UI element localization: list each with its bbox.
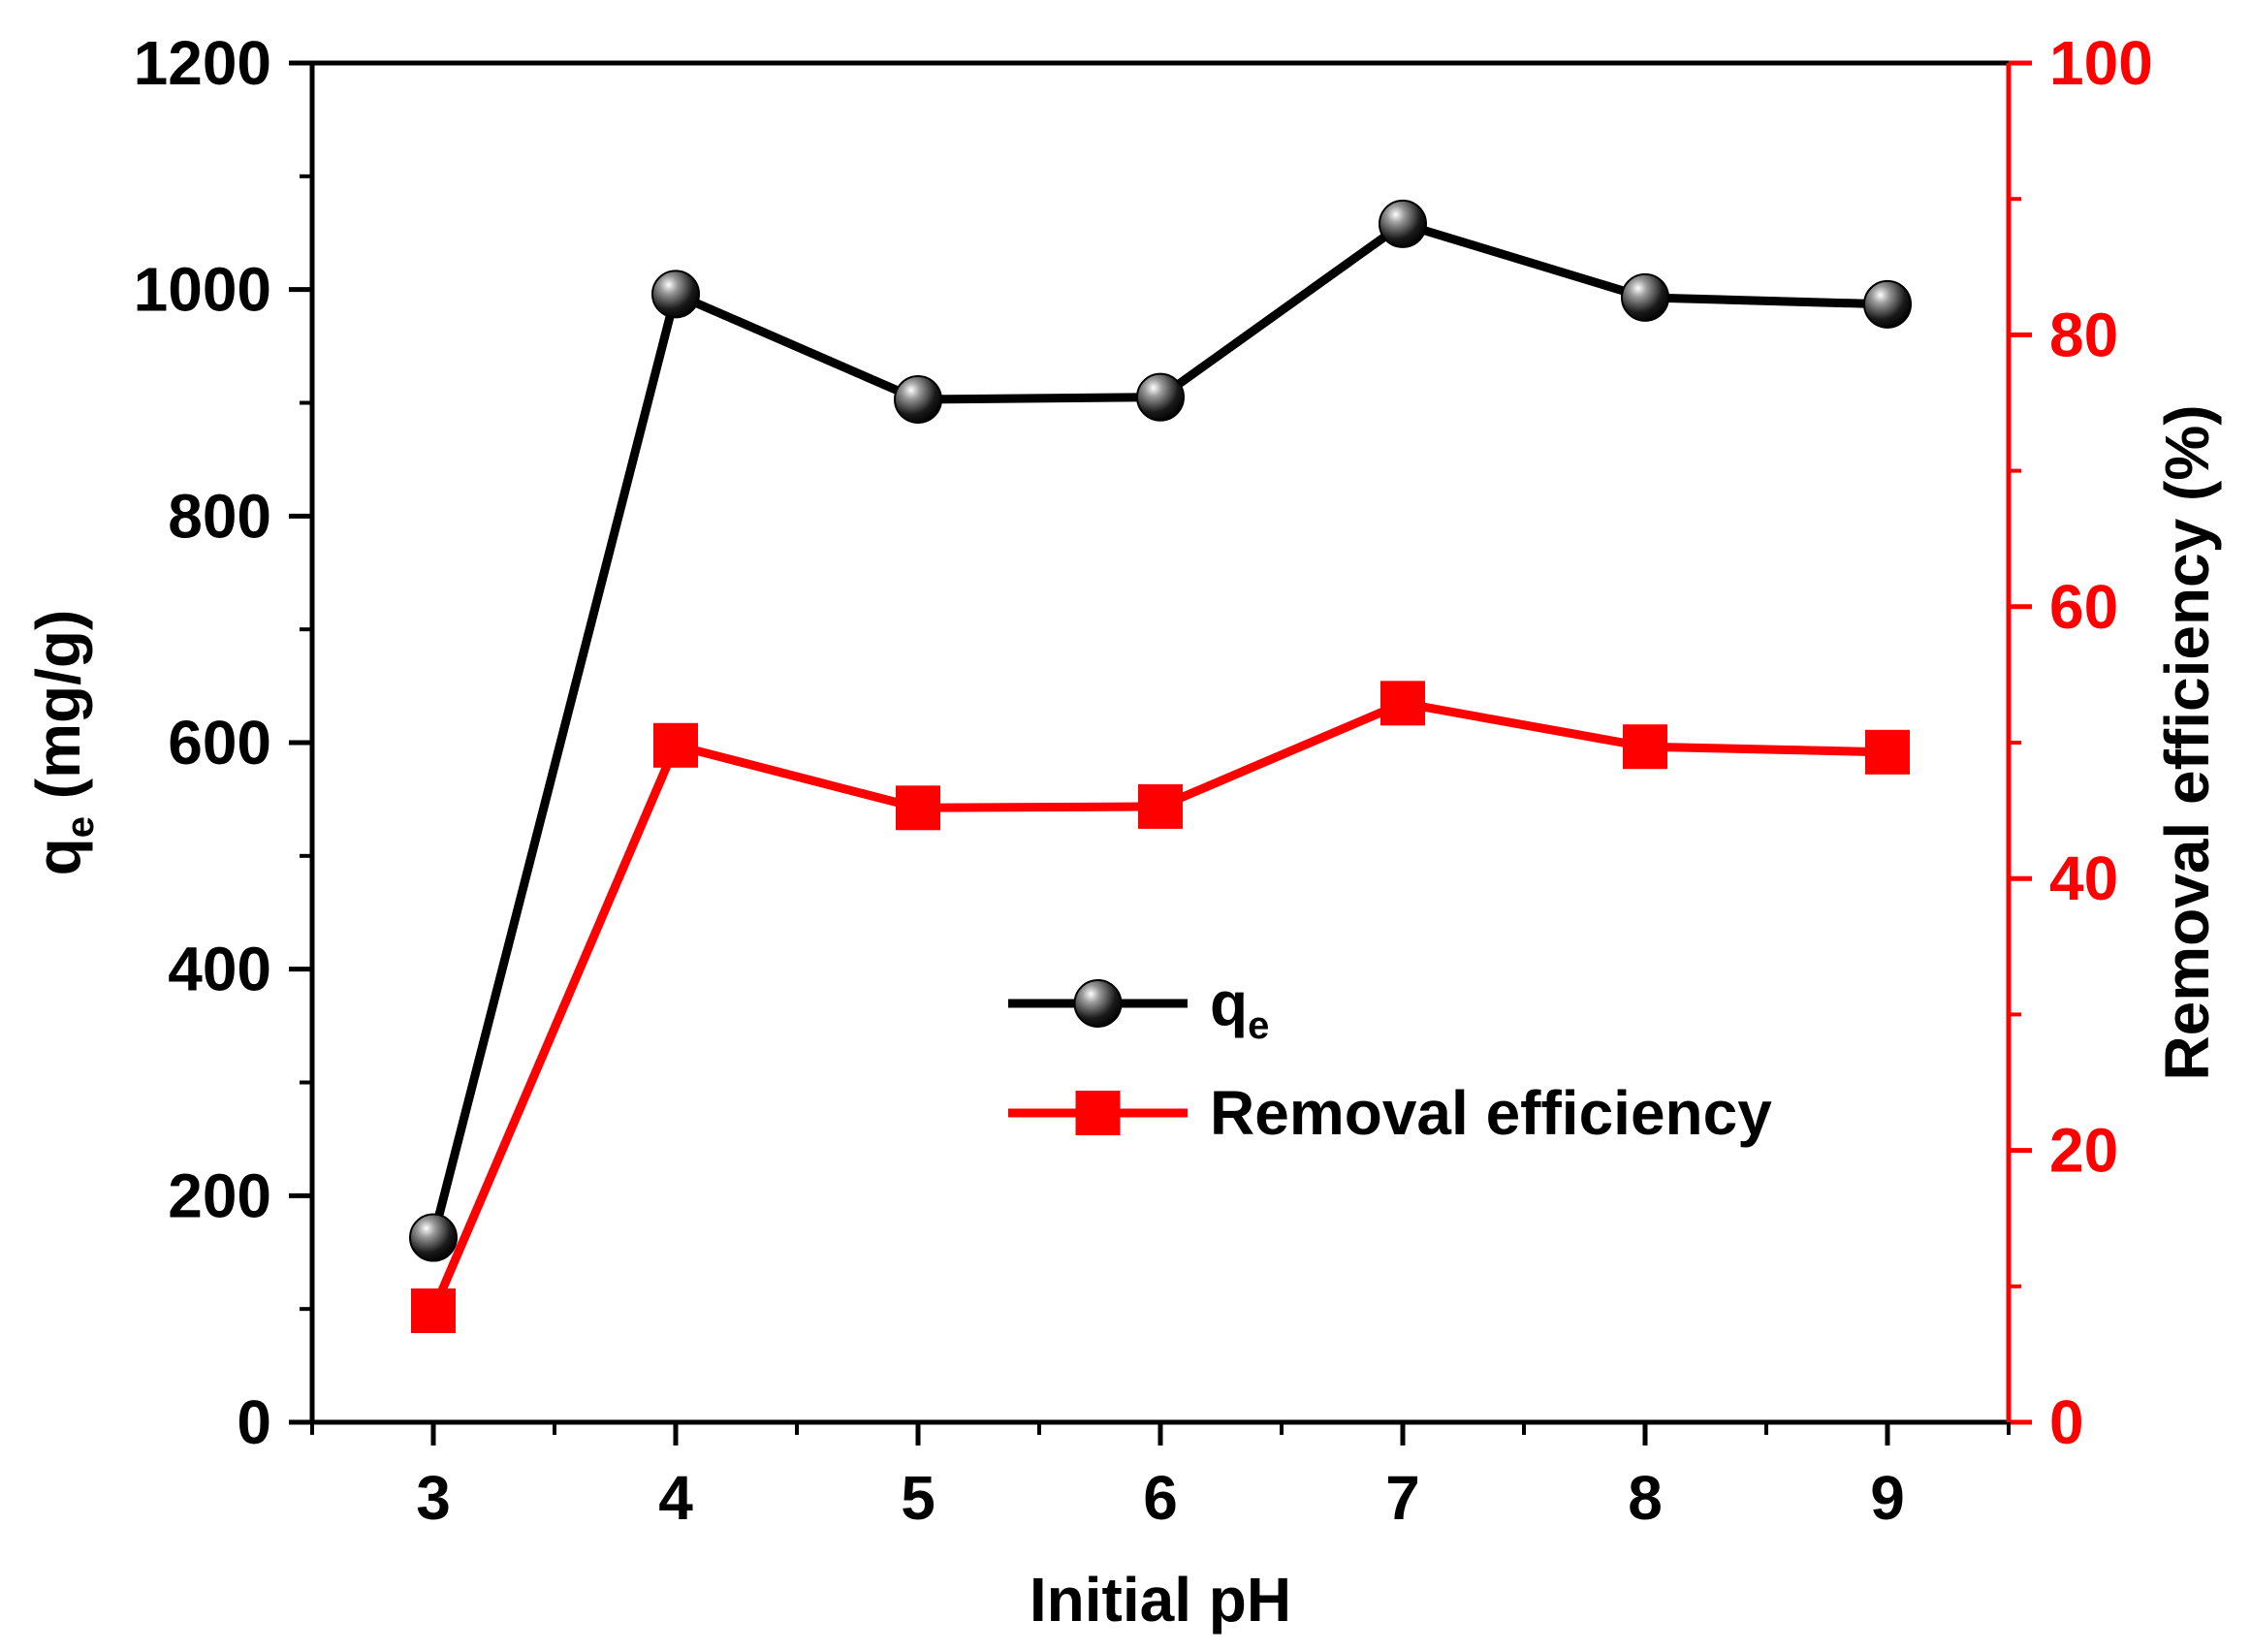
y-right-tick-label: 20: [2049, 1116, 2118, 1186]
y-left-title-subscript: e: [59, 816, 102, 838]
x-tick-label: 7: [1385, 1463, 1420, 1533]
data-point-qe: [651, 270, 700, 319]
data-point-qe: [1379, 199, 1427, 248]
y-left-axis-title: qe (mg/g): [23, 610, 102, 876]
legend-marker-removal-efficiency: [1075, 1091, 1121, 1135]
legend-label-qe: qe: [1210, 969, 1269, 1047]
x-tick-label: 6: [1143, 1463, 1178, 1533]
y-left-tick-label: 1200: [134, 28, 271, 98]
y-left-tick-label: 800: [168, 481, 271, 551]
data-point-removal-efficiency: [896, 785, 940, 831]
y-right-tick-label: 60: [2049, 572, 2118, 642]
legend: qe Removal efficiency: [1008, 969, 1772, 1148]
data-point-removal-efficiency: [1380, 681, 1425, 726]
y-right-tick-label: 0: [2049, 1387, 2084, 1457]
legend-label-main: q: [1210, 969, 1248, 1038]
data-point-removal-efficiency: [1623, 724, 1667, 770]
x-axis-title: Initial pH: [1030, 1565, 1291, 1635]
data-point-qe: [1136, 372, 1185, 422]
y-right-tick-label: 40: [2049, 843, 2118, 913]
legend-label-removal-efficiency: Removal efficiency: [1210, 1078, 1772, 1148]
y-left-tick-label: 200: [168, 1160, 271, 1230]
legend-label-subscript: e: [1248, 1004, 1269, 1047]
data-point-removal-efficiency: [1865, 729, 1910, 775]
x-tick-label: 3: [416, 1463, 451, 1533]
y-right-tick-label: 80: [2049, 300, 2118, 369]
data-point-qe: [894, 374, 942, 424]
y-left-tick-label: 400: [168, 935, 271, 1004]
x-tick-label: 9: [1870, 1463, 1905, 1533]
y-left-title-main: q: [23, 838, 93, 875]
data-point-qe: [1621, 272, 1669, 322]
y-right-axis-title: Removal efficiency (%): [2152, 404, 2222, 1080]
legend-marker-qe: [1073, 979, 1123, 1028]
legend-label-main: Removal efficiency: [1210, 1078, 1772, 1148]
data-point-qe: [1863, 279, 1912, 329]
x-tick-label: 4: [658, 1463, 693, 1533]
x-tick-label: 8: [1628, 1463, 1663, 1533]
plot-area: 0 200 400 600 800 1000 1200 0 20 40 60 80 100 3 4 5 6 7 8 9…: [23, 28, 2222, 1635]
data-point-removal-efficiency: [411, 1288, 456, 1334]
data-point-removal-efficiency: [1138, 783, 1183, 829]
y-left-title-unit: (mg/g): [23, 610, 93, 816]
x-tick-label: 5: [901, 1463, 935, 1533]
data-point-qe: [409, 1213, 458, 1262]
y-left-tick-label: 0: [237, 1387, 271, 1457]
y-left-tick-label: 1000: [134, 255, 271, 325]
data-point-removal-efficiency: [653, 722, 698, 768]
y-right-tick-label: 100: [2049, 28, 2153, 98]
y-left-tick-label: 600: [168, 708, 271, 778]
